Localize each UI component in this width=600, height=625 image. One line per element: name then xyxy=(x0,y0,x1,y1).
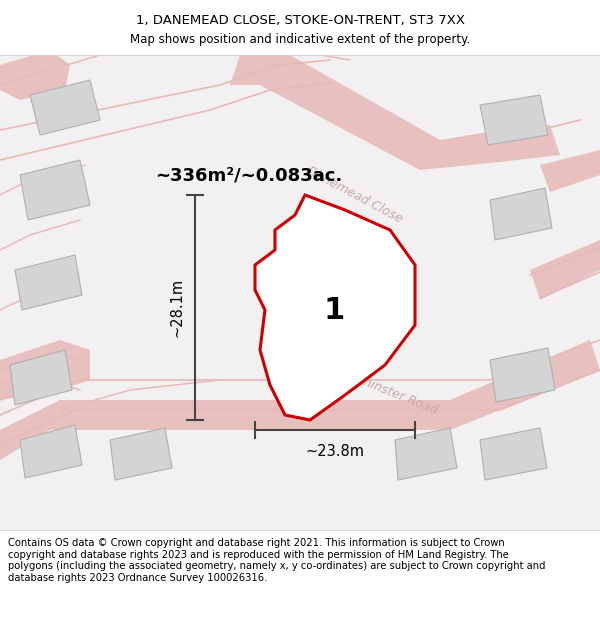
Polygon shape xyxy=(480,428,547,480)
Polygon shape xyxy=(0,340,90,400)
Polygon shape xyxy=(0,50,70,100)
Polygon shape xyxy=(540,150,600,192)
Text: Charminster Road: Charminster Road xyxy=(330,363,440,417)
Bar xyxy=(0,0,600,55)
Bar xyxy=(0,55,600,530)
Polygon shape xyxy=(480,95,548,145)
Polygon shape xyxy=(15,255,82,310)
Text: Map shows position and indicative extent of the property.: Map shows position and indicative extent… xyxy=(130,33,470,46)
Polygon shape xyxy=(20,425,82,478)
Polygon shape xyxy=(530,240,600,300)
Text: Danemead Close: Danemead Close xyxy=(305,164,405,226)
Text: ~23.8m: ~23.8m xyxy=(305,444,365,459)
Polygon shape xyxy=(10,350,72,405)
Text: 1: 1 xyxy=(324,296,345,326)
Polygon shape xyxy=(30,80,100,135)
Text: Contains OS data © Crown copyright and database right 2021. This information is : Contains OS data © Crown copyright and d… xyxy=(8,538,545,582)
Polygon shape xyxy=(490,188,552,240)
Polygon shape xyxy=(20,160,90,220)
Polygon shape xyxy=(230,55,560,170)
Polygon shape xyxy=(285,280,390,365)
Polygon shape xyxy=(395,428,457,480)
Polygon shape xyxy=(110,428,172,480)
Text: 1, DANEMEAD CLOSE, STOKE-ON-TRENT, ST3 7XX: 1, DANEMEAD CLOSE, STOKE-ON-TRENT, ST3 7… xyxy=(136,14,464,27)
Polygon shape xyxy=(255,195,415,420)
Text: ~336m²/~0.083ac.: ~336m²/~0.083ac. xyxy=(155,166,342,184)
Polygon shape xyxy=(490,348,555,402)
Text: ~28.1m: ~28.1m xyxy=(170,278,185,337)
Polygon shape xyxy=(0,340,600,460)
Bar xyxy=(0,530,600,625)
